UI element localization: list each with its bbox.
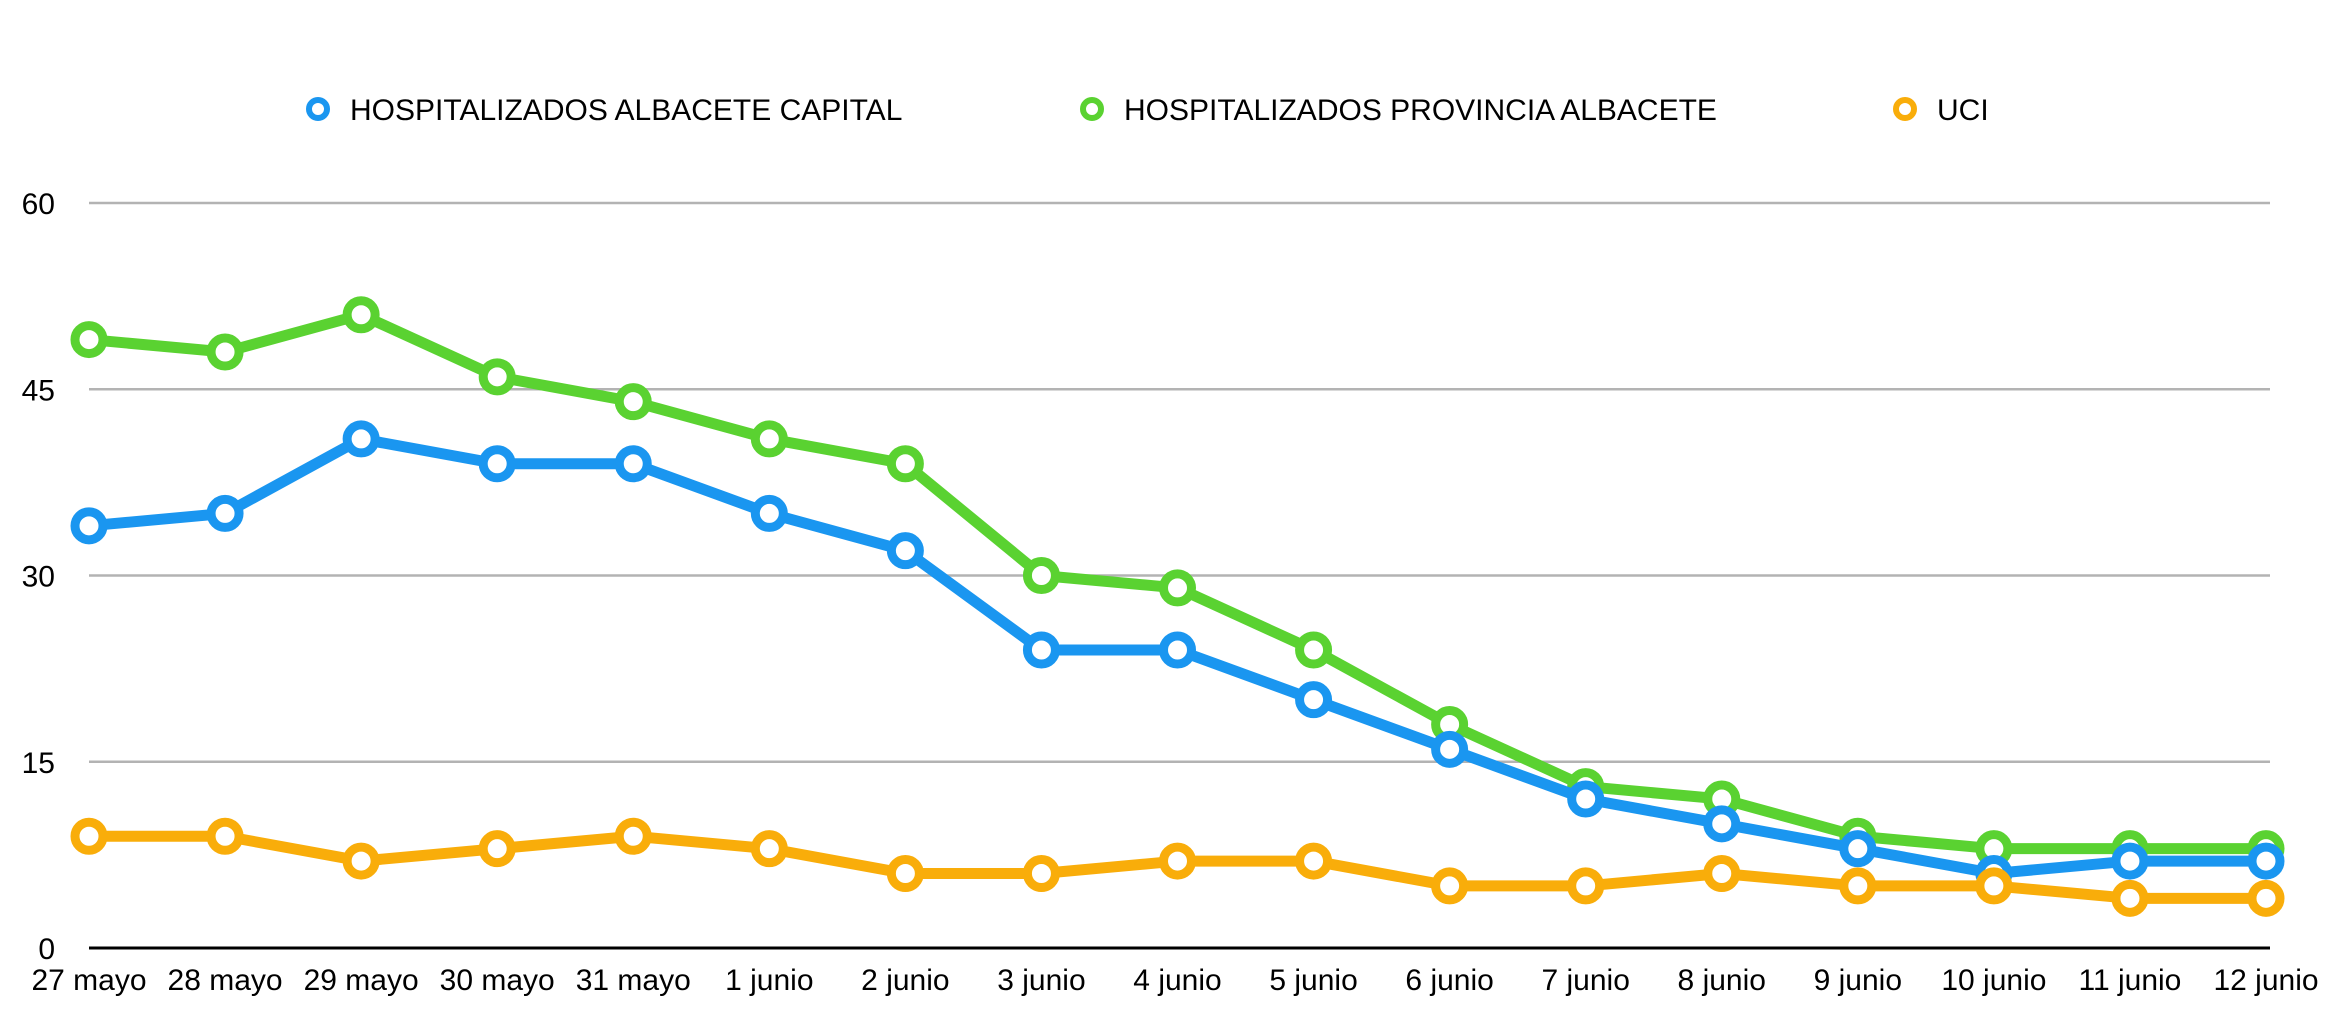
data-point bbox=[614, 817, 652, 855]
data-point bbox=[342, 420, 380, 458]
x-axis: 27 mayo 28 mayo 29 mayo 30 mayo 31 mayo 1 jun… bbox=[31, 964, 2318, 997]
legend-label: UCI bbox=[1937, 94, 1989, 127]
x-tick-label: 30 mayo bbox=[440, 964, 555, 997]
data-point bbox=[478, 830, 516, 868]
data-point bbox=[1703, 805, 1741, 843]
data-point bbox=[478, 358, 516, 396]
x-tick-label: 31 mayo bbox=[576, 964, 691, 997]
data-point bbox=[1159, 631, 1196, 669]
x-tick-label: 29 mayo bbox=[304, 964, 419, 997]
data-point bbox=[750, 420, 788, 458]
data-point bbox=[886, 445, 924, 483]
x-tick-label: 11 junio bbox=[2079, 964, 2182, 997]
x-tick-label: 27 mayo bbox=[31, 964, 146, 997]
legend-label: HOSPITALIZADOS PROVINCIA ALBACETE bbox=[1124, 94, 1717, 127]
data-point bbox=[886, 855, 924, 892]
data-point bbox=[2111, 879, 2149, 917]
x-tick-label: 6 junio bbox=[1405, 964, 1493, 997]
x-tick-label: 3 junio bbox=[997, 964, 1085, 997]
data-point bbox=[2111, 842, 2149, 880]
data-point bbox=[750, 494, 788, 532]
data-point bbox=[206, 494, 244, 532]
x-tick-label: 1 junio bbox=[725, 964, 813, 997]
x-tick-label: 2 junio bbox=[861, 964, 949, 997]
y-tick-label: 0 bbox=[38, 933, 55, 966]
legend-marker-icon bbox=[1080, 97, 1104, 121]
x-tick-label: 4 junio bbox=[1133, 964, 1221, 997]
x-tick-label: 12 junio bbox=[2213, 964, 2318, 997]
series-1 bbox=[70, 296, 2285, 868]
data-point bbox=[2247, 842, 2285, 880]
data-point bbox=[750, 830, 788, 868]
y-tick-label: 45 bbox=[22, 374, 55, 407]
y-tick-label: 60 bbox=[22, 188, 55, 221]
data-point bbox=[614, 445, 652, 483]
data-point bbox=[1022, 557, 1060, 594]
y-tick-label: 30 bbox=[22, 561, 55, 594]
data-point bbox=[1431, 867, 1469, 905]
data-point bbox=[206, 333, 244, 371]
data-point bbox=[342, 296, 380, 334]
data-point bbox=[70, 817, 108, 855]
x-tick-label: 8 junio bbox=[1678, 964, 1766, 997]
data-point bbox=[478, 445, 516, 483]
legend-item-0: HOSPITALIZADOS ALBACETE CAPITAL bbox=[306, 94, 902, 127]
legend-marker-icon bbox=[306, 97, 330, 121]
data-point bbox=[1295, 681, 1333, 719]
data-point bbox=[70, 321, 108, 359]
legend: HOSPITALIZADOS ALBACETE CAPITAL HOSPITALI… bbox=[306, 94, 1989, 127]
x-tick-label: 10 junio bbox=[1941, 964, 2046, 997]
y-tick-label: 15 bbox=[22, 747, 55, 780]
data-point bbox=[342, 842, 380, 880]
data-point bbox=[1159, 842, 1196, 880]
legend-label: HOSPITALIZADOS ALBACETE CAPITAL bbox=[350, 94, 902, 127]
data-point bbox=[1159, 569, 1196, 607]
data-point bbox=[1567, 867, 1605, 905]
y-axis: 0 15 30 45 60 bbox=[22, 188, 55, 966]
x-tick-label: 9 junio bbox=[1814, 964, 1902, 997]
data-point bbox=[886, 532, 924, 570]
series-0 bbox=[70, 420, 2285, 892]
data-point bbox=[1839, 830, 1877, 868]
data-point bbox=[1295, 631, 1333, 669]
series-2 bbox=[70, 817, 2285, 917]
data-point bbox=[1431, 730, 1469, 768]
data-point bbox=[1703, 855, 1741, 892]
series-group bbox=[70, 296, 2285, 917]
data-point bbox=[1839, 867, 1877, 905]
legend-item-1: HOSPITALIZADOS PROVINCIA ALBACETE bbox=[1080, 94, 1717, 127]
data-point bbox=[1295, 842, 1333, 880]
x-tick-label: 5 junio bbox=[1269, 964, 1357, 997]
data-point bbox=[206, 817, 244, 855]
data-point bbox=[1022, 631, 1060, 669]
legend-item-2: UCI bbox=[1893, 94, 1989, 127]
data-point bbox=[1567, 780, 1605, 818]
data-point bbox=[1975, 867, 2013, 905]
legend-marker-icon bbox=[1893, 97, 1917, 121]
data-point bbox=[614, 383, 652, 421]
data-point bbox=[70, 507, 108, 545]
data-point bbox=[1022, 855, 1060, 892]
data-point bbox=[2247, 879, 2285, 917]
x-tick-label: 28 mayo bbox=[168, 964, 283, 997]
x-tick-label: 7 junio bbox=[1541, 964, 1629, 997]
